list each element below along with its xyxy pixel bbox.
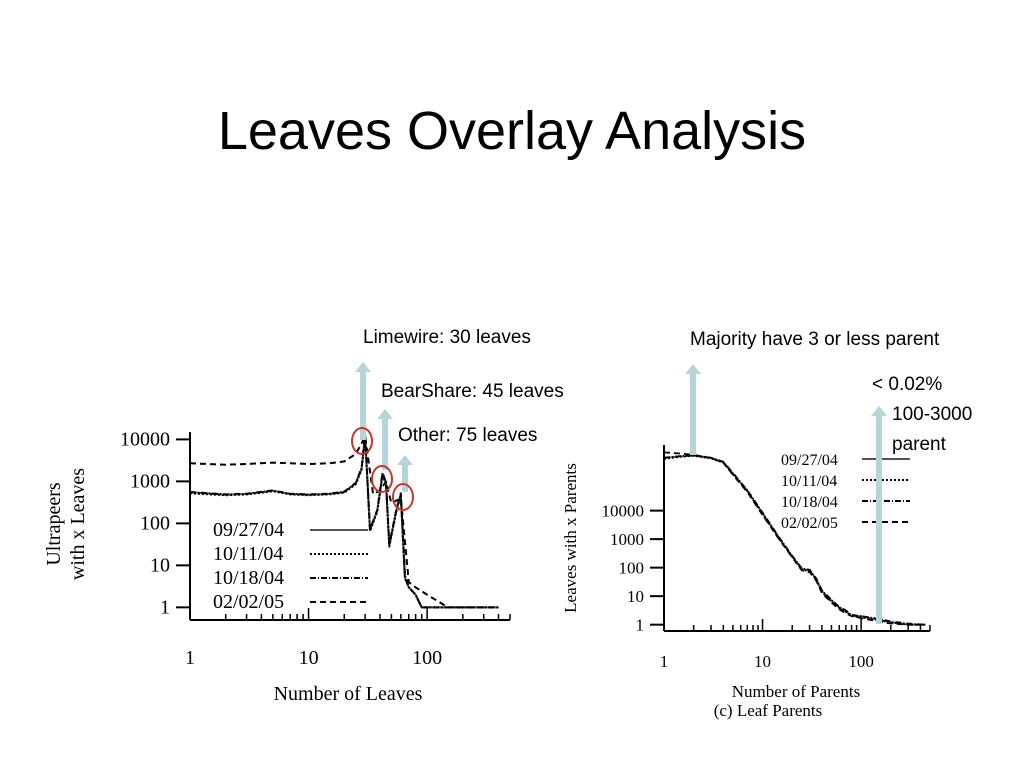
x-tick-label: 100 xyxy=(848,652,874,671)
pct-arrow xyxy=(876,414,882,624)
other-circle xyxy=(392,483,414,511)
x-tick-label: 10 xyxy=(299,647,319,669)
series-line-02-02-05 xyxy=(663,451,926,626)
y-tick-label: 100 xyxy=(140,512,170,534)
majority-arrow-head xyxy=(685,364,701,374)
x-tick-label: 10 xyxy=(754,652,771,671)
annotation-other: Other: 75 leaves xyxy=(398,425,538,446)
annotation-pct: < 0.02% xyxy=(872,374,943,395)
chart-caption: (c) Leaf Parents xyxy=(714,701,823,720)
x-axis-label: Number of Leaves xyxy=(274,683,423,705)
y-tick-label: 1 xyxy=(160,596,170,618)
x-tick-label: 1 xyxy=(185,647,195,669)
y-tick-label: 1000 xyxy=(610,530,644,549)
limewire-arrow-head xyxy=(355,362,371,372)
bearshare-arrow xyxy=(382,417,388,470)
pct-arrow-head xyxy=(871,406,887,416)
y-tick-label: 10 xyxy=(627,587,644,606)
legend-label: 10/18/04 xyxy=(213,567,284,589)
series-line-10-18-04 xyxy=(189,433,499,609)
y-axis-label: with x Leaves xyxy=(67,468,89,580)
legend-label: 09/27/04 xyxy=(213,519,284,541)
limewire-circle xyxy=(351,427,373,455)
annotation-overlay xyxy=(351,362,887,624)
other-arrow-head xyxy=(397,455,413,465)
legend-label: 02/02/05 xyxy=(213,591,284,613)
limewire-arrow xyxy=(360,370,366,440)
legend-label: 09/27/04 xyxy=(781,452,838,469)
other-arrow xyxy=(402,463,408,492)
series-line-02-02-05 xyxy=(189,435,499,609)
parents-chart: 1 10 100 1000 10000 1 10 100 Number of Parents Le… xyxy=(561,445,931,720)
majority-arrow xyxy=(690,372,696,455)
annotation-range: 100-3000 xyxy=(892,404,973,425)
y-tick-label: 10 xyxy=(150,554,170,576)
annotation-parent: parent xyxy=(892,434,946,455)
x-tick-label: 100 xyxy=(412,647,442,669)
y-tick-label: 100 xyxy=(619,559,645,578)
y-axis-label: Ultrapeers xyxy=(43,482,65,566)
legend-label: 10/18/04 xyxy=(781,494,838,511)
y-tick-label: 1000 xyxy=(130,470,170,492)
annotation-limewire: Limewire: 30 leaves xyxy=(363,327,531,348)
x-axis-label: Number of Parents xyxy=(732,682,860,701)
legend-label: 10/11/04 xyxy=(213,543,283,565)
y-tick-label: 1 xyxy=(636,616,645,635)
annotation-bearshare: BearShare: 45 leaves xyxy=(381,381,564,402)
bearshare-arrow-head xyxy=(377,409,393,419)
x-tick-label: 1 xyxy=(660,652,669,671)
y-tick-label: 10000 xyxy=(602,502,645,521)
slide-title: Leaves Overlay Analysis xyxy=(217,101,807,161)
y-axis-label: Leaves with x Parents xyxy=(561,463,580,613)
bearshare-circle xyxy=(371,465,393,493)
legend-label: 10/11/04 xyxy=(781,473,837,490)
legend-label: 02/02/05 xyxy=(781,515,838,532)
y-tick-label: 10000 xyxy=(120,428,170,450)
annotation-majority: Majority have 3 or less parent xyxy=(690,329,940,350)
leaves-chart: 1 10 100 1000 10000 1 10 100 Number of Leaves Ult… xyxy=(43,428,511,705)
